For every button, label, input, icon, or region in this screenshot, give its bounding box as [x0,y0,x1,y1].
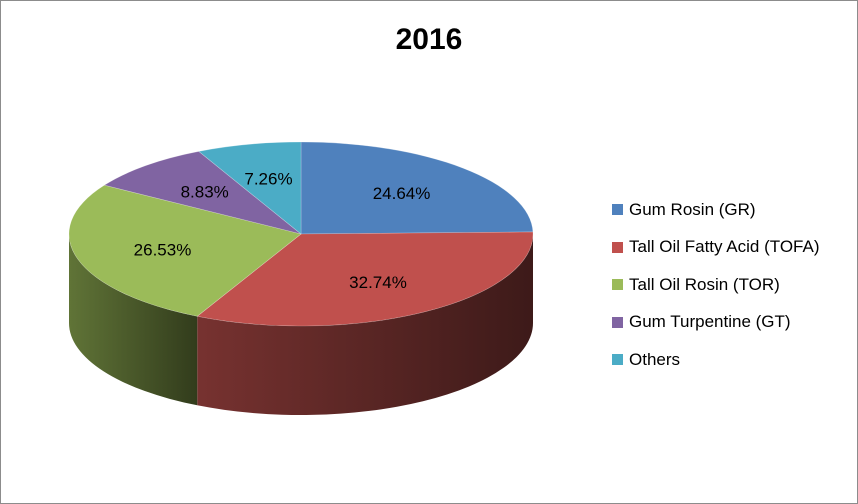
pie-slice-gum-rosin [300,141,534,235]
pie-side-tall-oil-fatty-acid [197,234,533,415]
legend-label: Others [629,349,681,369]
legend-label: Gum Turpentine (GT) [629,312,791,331]
pie-side-tall-oil-rosin [69,234,198,406]
chart-title: 2016 [395,23,463,56]
legend-item-others: Others [612,347,820,372]
pie-data-labels: 24.64% 32.74% 26.53% 8.83% 7.26% [134,169,431,292]
legend-label: Tall Oil Rosin (TOR) [629,274,780,294]
data-label-gum-rosin: 24.64% [373,184,431,203]
legend-label: Tall Oil Fatty Acid (TOFA) [629,237,820,256]
pie-slice-tall-oil-fatty-acid [196,231,534,327]
data-label-gum-turpentine: 8.83% [181,183,229,202]
legend-swatch [612,316,623,328]
data-label-tall-oil-fatty-acid: 32.74% [349,273,407,292]
legend-swatch [612,241,623,253]
pie-sides [69,234,533,415]
pie-slices [68,141,534,327]
data-label-others: 7.26% [244,169,292,188]
data-label-tall-oil-rosin: 26.53% [134,240,192,259]
pie-slice-others [198,141,302,235]
legend-item-tall-oil-fatty-acid: Tall Oil Fatty Acid (TOFA) [612,235,820,260]
legend-item-gum-turpentine: Gum Turpentine (GT) [612,310,820,335]
legend-swatch [612,279,623,290]
pie-slice-gum-turpentine [103,151,302,235]
legend-label: Gum Rosin (GR) [629,199,756,219]
legend-swatch [612,354,623,365]
legend-item-tall-oil-rosin: Tall Oil Rosin (TOR) [612,272,820,297]
legend: Gum Rosin (GR) Tall Oil Fatty Acid (TOFA)… [612,197,820,385]
legend-swatch [612,204,623,215]
legend-item-gum-rosin: Gum Rosin (GR) [612,197,820,222]
pie-slice-tall-oil-rosin [68,184,302,317]
